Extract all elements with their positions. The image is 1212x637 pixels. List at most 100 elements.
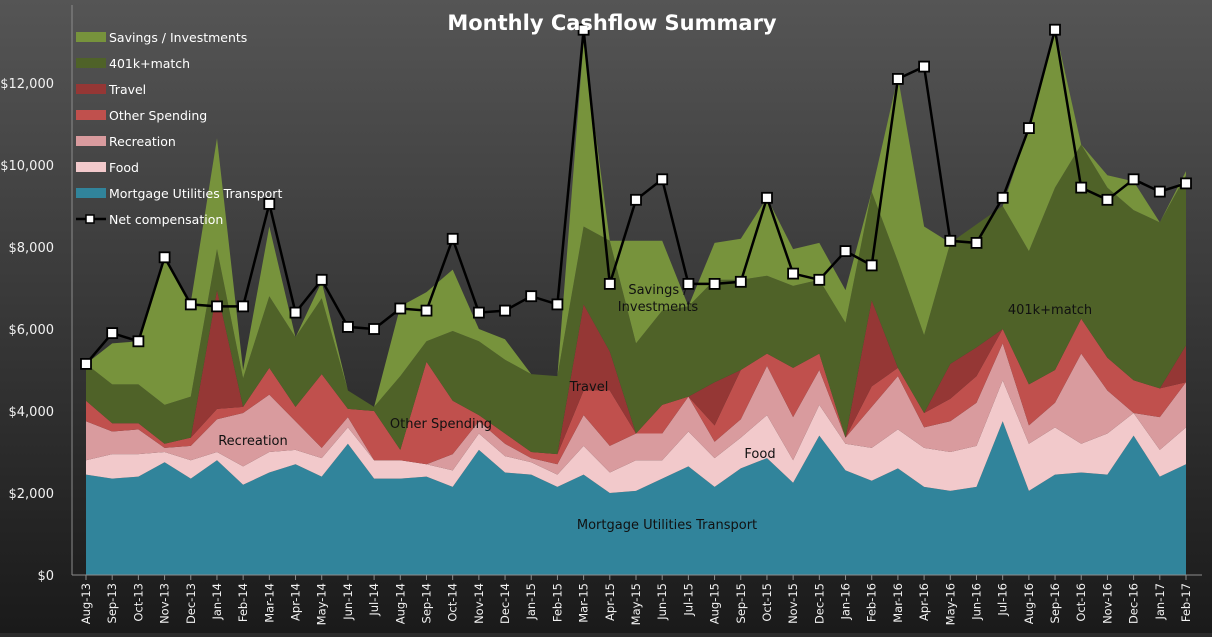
net-compensation-marker	[577, 23, 590, 36]
net-compensation-marker	[368, 323, 381, 335]
area-travel	[86, 290, 1186, 455]
legend-swatch	[76, 58, 106, 68]
x-tick-label: Aug-15	[708, 583, 722, 624]
net-compensation-marker	[787, 267, 799, 280]
area-other-spending	[86, 318, 1186, 465]
legend-label: Food	[109, 160, 139, 175]
x-tick-label: Feb-14	[236, 583, 250, 622]
net-compensation-marker	[1180, 177, 1192, 190]
legend-swatch	[76, 84, 106, 94]
legend-label: Recreation	[109, 134, 176, 149]
area-savings-investments	[86, 27, 1186, 407]
x-tick-label: Nov-16	[1100, 583, 1114, 624]
x-tick-label: Jun-16	[970, 583, 984, 621]
legend-marker	[85, 214, 95, 224]
x-tick-label: Feb-17	[1179, 583, 1193, 622]
net-compensation-marker	[472, 306, 485, 319]
y-tick-label: $10,000	[0, 159, 54, 174]
x-tick-label: Apr-16	[917, 583, 931, 621]
annotation-savings-investments: Savings / Investments	[618, 283, 699, 315]
x-tick-label: Nov-13	[158, 583, 172, 624]
x-tick-label: Nov-15	[786, 583, 800, 624]
x-tick-label: Dec-15	[812, 583, 826, 624]
y-tick-label: $8,000	[9, 241, 55, 256]
legend-label: Mortgage Utilities Transport	[109, 186, 282, 201]
net-compensation-marker	[446, 232, 459, 245]
y-tick-label: $12,000	[0, 77, 54, 92]
annotation-food: Food	[744, 447, 775, 462]
x-tick-label: Mar-14	[262, 583, 276, 623]
net-compensation-marker	[341, 320, 354, 333]
x-tick-label: Dec-13	[184, 583, 198, 624]
net-compensation-marker	[289, 306, 302, 319]
y-tick-label: $0	[37, 569, 54, 584]
x-tick-label: May-16	[943, 583, 957, 625]
net-compensation-marker	[158, 251, 171, 264]
x-tick-label: Apr-14	[289, 583, 303, 621]
x-tick-label: Oct-15	[760, 583, 774, 622]
x-tick-label: Jan-15	[524, 583, 538, 621]
x-tick-label: Dec-16	[1127, 583, 1141, 624]
legend-swatch	[76, 188, 106, 198]
net-compensation-marker	[420, 304, 433, 317]
area-recreation	[86, 343, 1186, 475]
x-tick-label: Feb-15	[550, 583, 564, 622]
legend-item-401k-match: 401k+match	[76, 56, 190, 71]
legend-swatch	[76, 32, 106, 42]
net-compensation-marker	[394, 302, 407, 315]
net-compensation-marker	[918, 60, 930, 73]
net-compensation-marker	[761, 191, 773, 204]
net-compensation-marker	[734, 275, 747, 288]
net-compensation-marker	[499, 304, 511, 317]
x-tick-label: Jun-15	[655, 583, 669, 621]
net-compensation-marker	[865, 259, 878, 272]
x-tick-label: Nov-14	[472, 583, 486, 624]
annotation-401k-match: 401k+match	[1008, 303, 1092, 318]
legend-label: Savings / Investments	[109, 30, 247, 45]
net-compensation-marker	[263, 197, 276, 210]
x-tick-label: May-14	[315, 583, 329, 625]
net-compensation-marker	[551, 298, 564, 311]
legend-item-other-spending: Other Spending	[76, 108, 207, 123]
x-tick-label: Oct-13	[131, 583, 145, 622]
legend-item-net-compensation: Net compensation	[76, 212, 223, 227]
net-compensation-marker	[106, 327, 119, 340]
area-mortgage-utilities-transport	[86, 421, 1186, 575]
annotation-other-spending: Other Spending	[390, 417, 492, 432]
net-compensation-marker	[132, 335, 145, 348]
x-tick-label: Sep-13	[105, 583, 119, 623]
net-compensation-marker	[682, 277, 695, 290]
net-compensation-marker	[315, 273, 328, 286]
net-compensation-marker	[603, 277, 616, 290]
legend-swatch	[76, 136, 106, 146]
area-food	[86, 380, 1186, 493]
legend-label: Travel	[108, 82, 146, 97]
x-tick-label: Oct-14	[446, 583, 460, 622]
x-tick-label: Apr-15	[603, 583, 617, 621]
net-compensation-marker	[80, 357, 92, 370]
x-tick-label: Jan-14	[210, 583, 224, 621]
legend-item-savings-investments: Savings / Investments	[76, 30, 247, 45]
net-compensation-marker	[892, 73, 904, 85]
legend-label: Other Spending	[109, 108, 207, 123]
net-compensation-marker	[1049, 23, 1061, 36]
net-compensation-marker	[996, 191, 1009, 204]
net-compensation-marker	[1075, 181, 1088, 194]
net-compensation-marker	[211, 300, 223, 313]
annotation-travel: Travel	[569, 380, 609, 395]
net-compensation-marker	[630, 193, 642, 206]
legend-label: Net compensation	[109, 212, 223, 227]
y-tick-label: $6,000	[9, 323, 55, 338]
net-compensation-marker	[708, 277, 721, 290]
net-compensation-marker	[237, 300, 250, 313]
net-compensation-marker	[1127, 173, 1140, 186]
x-tick-label: Sep-15	[734, 583, 748, 623]
net-compensation-marker	[1153, 185, 1166, 198]
annotation-mortgage-utilities-transport: Mortgage Utilities Transport	[577, 518, 757, 533]
x-tick-label: Oct-16	[1074, 583, 1088, 622]
x-tick-label: Jul-15	[681, 583, 695, 617]
net-compensation-marker	[970, 236, 983, 249]
x-tick-label: Jul-16	[996, 583, 1010, 617]
x-tick-label: Sep-16	[1048, 583, 1062, 623]
